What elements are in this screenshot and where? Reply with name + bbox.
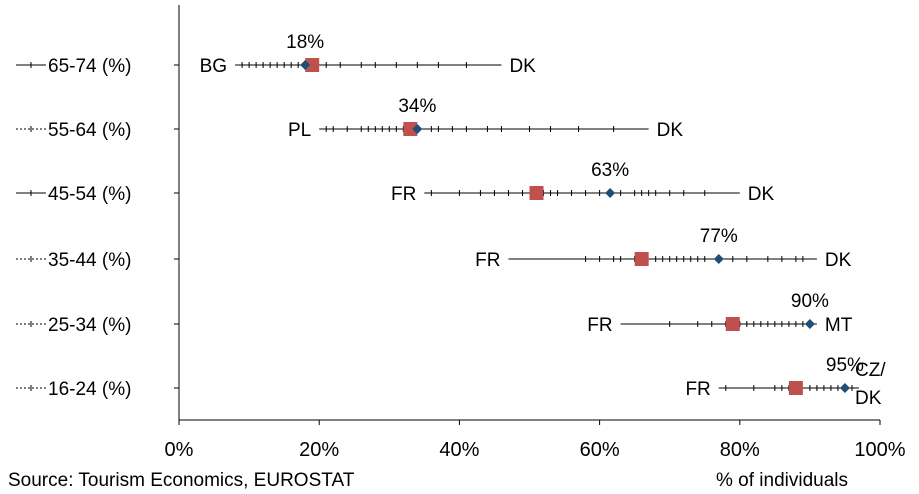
row-label: 25-34 (%) (48, 315, 131, 336)
x-axis-label: % of individuals (716, 470, 849, 491)
max-country-label: DK (748, 184, 775, 205)
value-diamond-marker (839, 383, 850, 393)
x-tick-label: 80% (720, 439, 760, 461)
max-country-label: CZ/ (855, 360, 886, 381)
min-country-label: BG (200, 56, 227, 77)
rows-layer: 65-74 (%) BG DK 18% 55-64 (%) PL DK 34% 45-54 (%… (16, 32, 886, 409)
value-diamond-marker (713, 254, 724, 264)
row-25-34: 25-34 (%) FR MT 90% (16, 291, 853, 336)
min-country-label: FR (587, 315, 612, 336)
average-square-marker (529, 186, 544, 200)
value-diamond-marker (412, 124, 423, 134)
average-square-marker (725, 317, 740, 331)
average-square-marker (634, 252, 649, 266)
value-label: 34% (398, 96, 436, 117)
average-square-marker (403, 122, 418, 136)
average-square-marker (305, 58, 320, 72)
value-diamond-marker (804, 319, 815, 329)
row-16-24: 16-24 (%) FR CZ/DK 95% (16, 355, 886, 409)
average-square-marker (788, 381, 803, 395)
max-country-label-2: DK (855, 388, 882, 409)
x-tick-label: 0% (165, 439, 194, 461)
max-country-label: DK (657, 120, 684, 141)
row-label: 45-54 (%) (48, 184, 131, 205)
source-note: Source: Tourism Economics, EUROSTAT (8, 470, 355, 491)
max-country-label: DK (825, 250, 852, 271)
row-65-74: 65-74 (%) BG DK 18% (16, 32, 536, 77)
x-tick-label: 20% (299, 439, 339, 461)
value-label: 95% (826, 355, 864, 376)
value-diamond-marker (605, 188, 616, 198)
x-tick-label: 40% (439, 439, 479, 461)
x-tick-label: 100% (854, 439, 905, 461)
row-35-44: 35-44 (%) FR DK 77% (16, 226, 852, 271)
max-country-label: MT (825, 315, 853, 336)
axis-layer: 0% 20% 40% 60% 80% 100% (165, 5, 906, 461)
row-label: 65-74 (%) (48, 56, 131, 77)
row-55-64: 55-64 (%) PL DK 34% (16, 96, 683, 141)
value-label: 77% (700, 226, 738, 247)
value-label: 63% (591, 160, 629, 181)
min-country-label: FR (685, 379, 710, 400)
min-country-label: FR (391, 184, 416, 205)
max-country-label: DK (509, 56, 536, 77)
row-label: 35-44 (%) (48, 250, 131, 271)
min-country-label: FR (475, 250, 500, 271)
value-label: 18% (286, 32, 324, 53)
value-diamond-marker (300, 60, 311, 70)
min-country-label: PL (288, 120, 311, 141)
row-45-54: 45-54 (%) FR DK 63% (16, 160, 775, 205)
row-label: 55-64 (%) (48, 120, 131, 141)
value-label: 90% (791, 291, 829, 312)
x-tick-label: 60% (580, 439, 620, 461)
row-label: 16-24 (%) (48, 379, 131, 400)
